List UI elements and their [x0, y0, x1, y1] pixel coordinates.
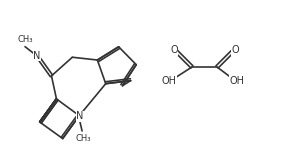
Text: N: N [33, 51, 41, 61]
Text: CH₃: CH₃ [76, 134, 91, 143]
Text: OH: OH [230, 76, 244, 86]
Text: N: N [76, 111, 83, 121]
Text: O: O [231, 45, 239, 55]
Text: CH₃: CH₃ [17, 35, 33, 44]
Text: OH: OH [162, 76, 177, 86]
Text: O: O [170, 45, 178, 55]
